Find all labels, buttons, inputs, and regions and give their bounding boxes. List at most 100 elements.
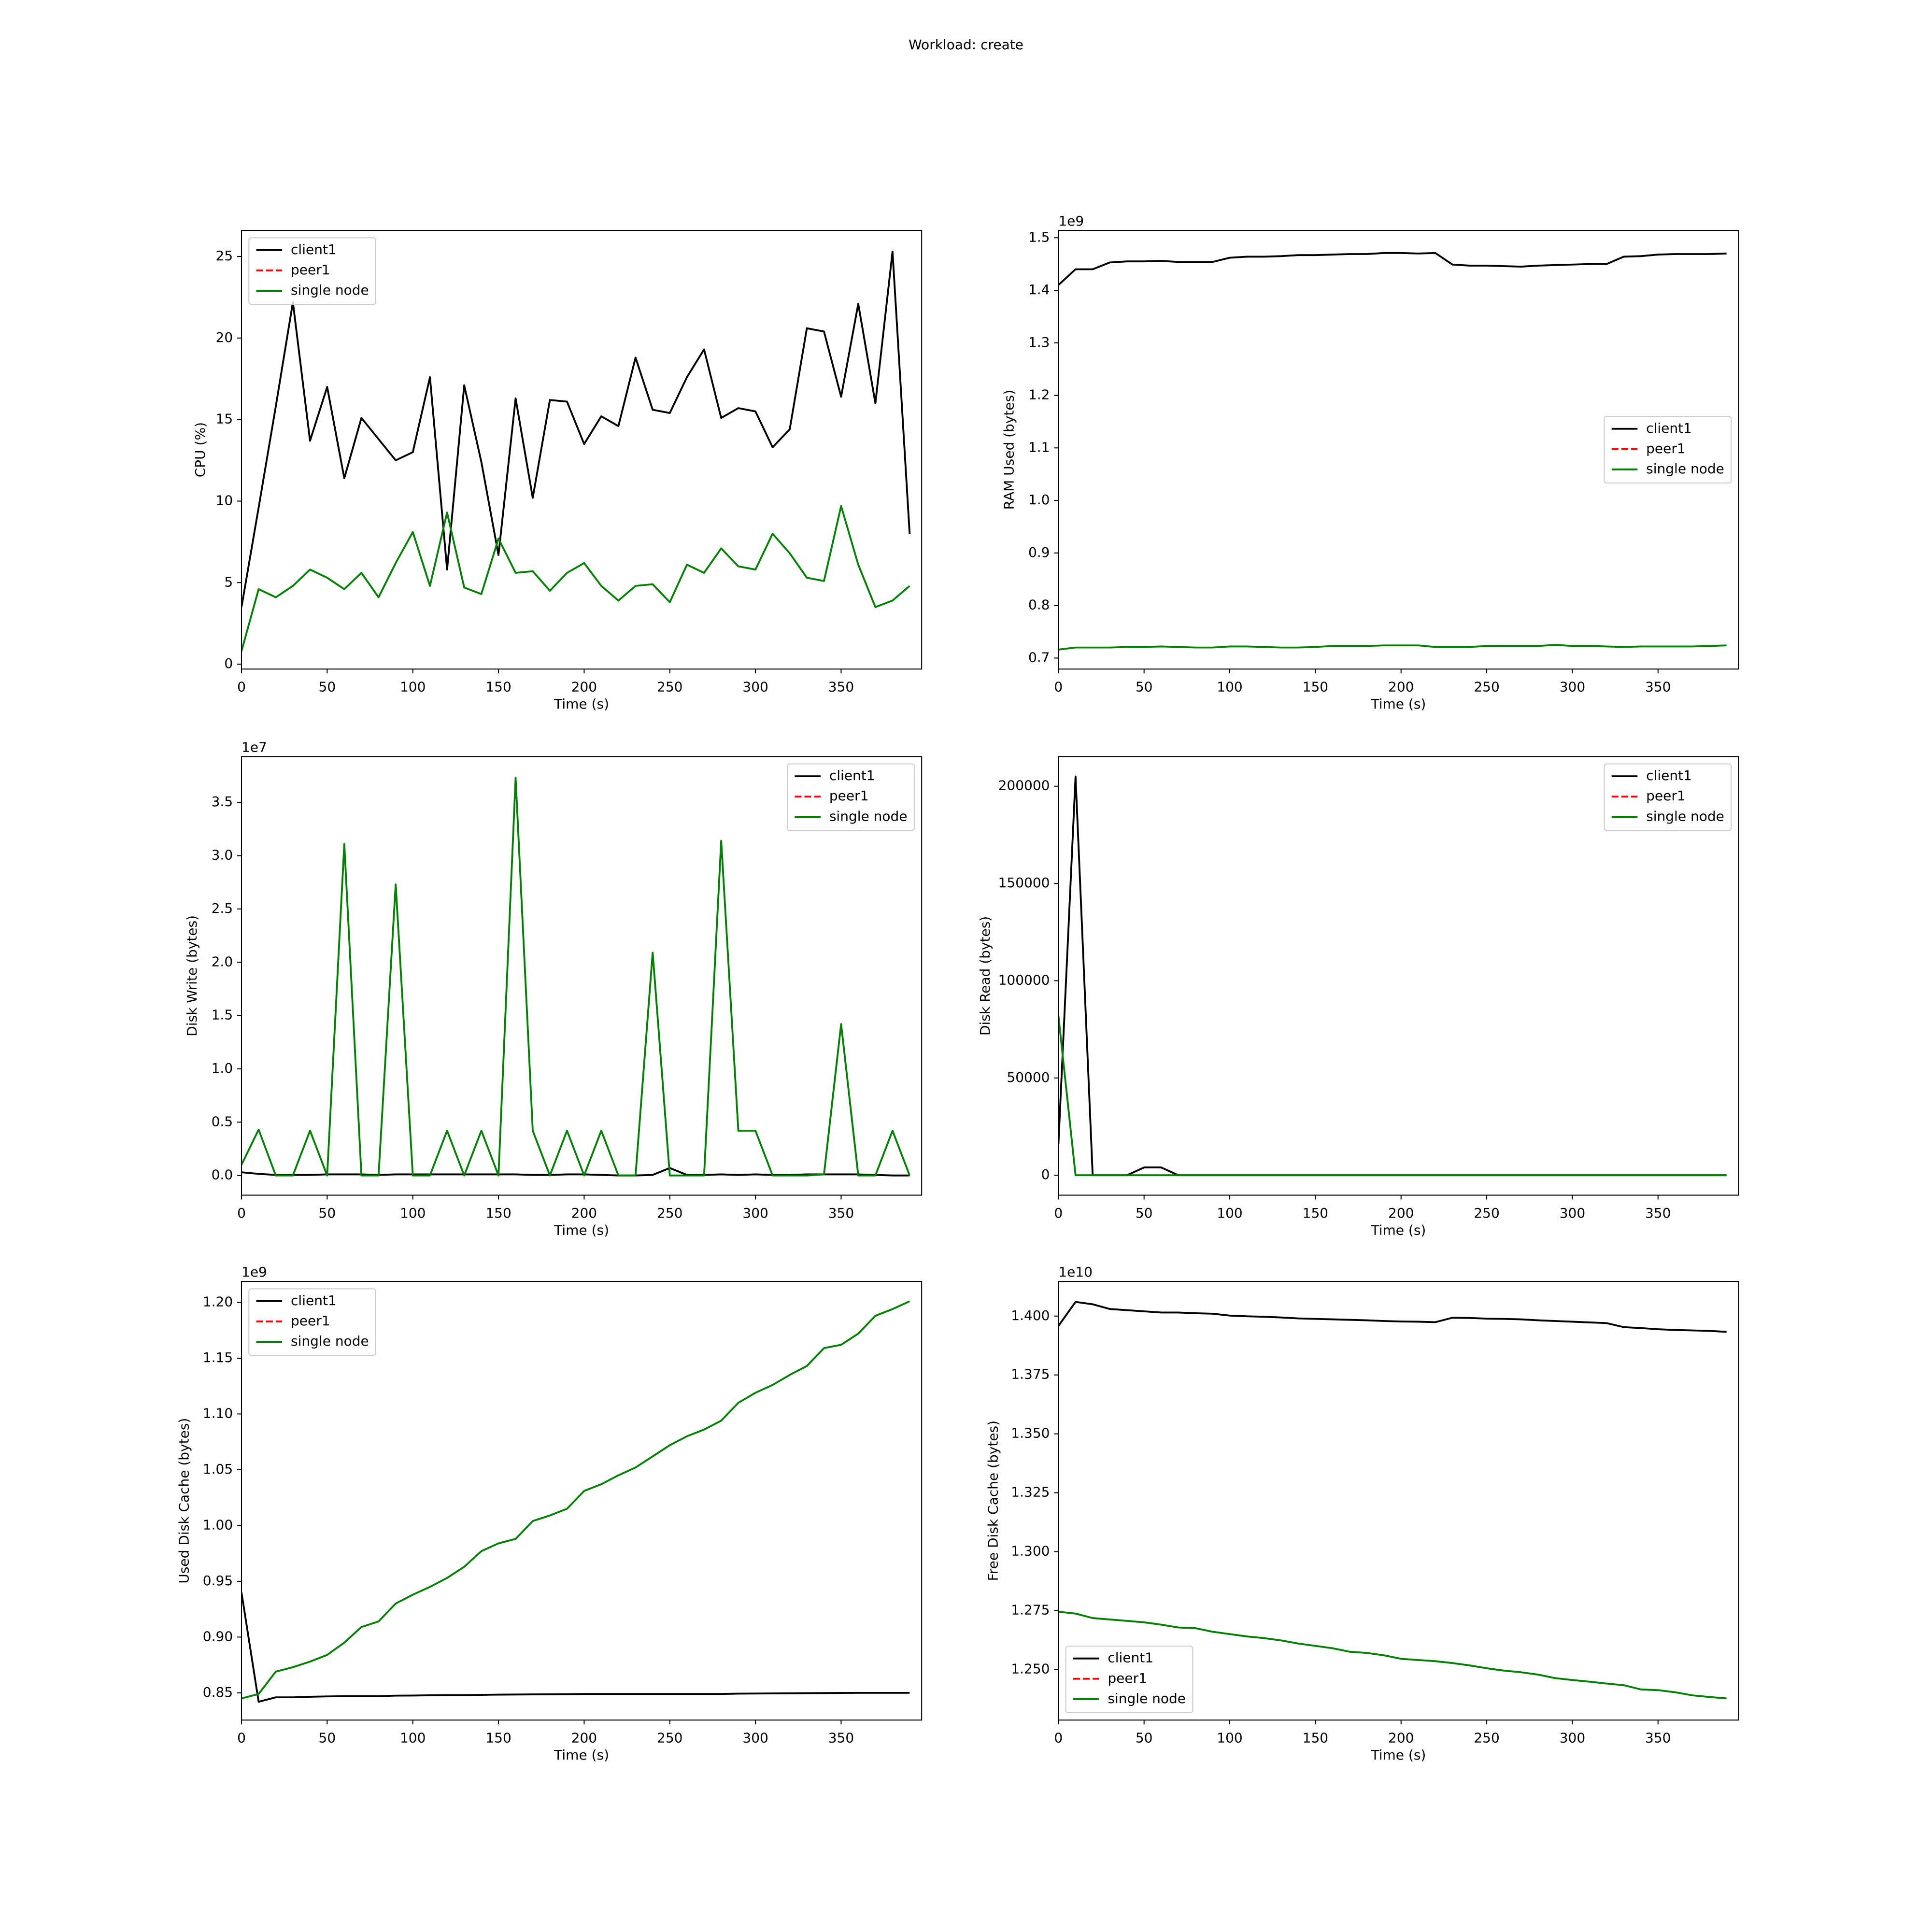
- legend-label: peer1: [1646, 440, 1686, 456]
- y-axis-label: Disk Write (bytes): [184, 915, 200, 1037]
- y-tick-label: 1.4: [1028, 282, 1050, 298]
- x-tick-label: 150: [485, 1205, 511, 1221]
- y-tick-label: 0: [224, 655, 233, 671]
- x-axis-label: Time (s): [1370, 1222, 1426, 1238]
- y-tick-label: 0: [1041, 1166, 1050, 1182]
- y-tick-label: 1.5: [1028, 229, 1050, 245]
- x-tick-label: 250: [657, 1205, 682, 1221]
- y-tick-label: 3.5: [212, 794, 233, 810]
- x-tick-label: 350: [828, 1205, 854, 1221]
- y-tick-label: 200000: [998, 778, 1050, 794]
- x-tick-label: 100: [400, 1205, 426, 1221]
- x-tick-label: 0: [1054, 1730, 1063, 1746]
- legend-box: [1604, 763, 1732, 831]
- y-axis-label: Disk Read (bytes): [977, 916, 993, 1036]
- y-tick-label: 0.9: [1028, 544, 1050, 560]
- x-tick-label: 150: [1303, 1730, 1328, 1746]
- axes-frame: [1058, 756, 1739, 1196]
- y-axis-label: Used Disk Cache (bytes): [176, 1418, 192, 1584]
- y-tick-label: 0.5: [212, 1113, 233, 1129]
- y-tick-label: 0.8: [1028, 597, 1050, 613]
- x-tick-label: 100: [400, 1730, 426, 1746]
- x-tick-label: 350: [1645, 1730, 1671, 1746]
- series-line: [1058, 644, 1727, 651]
- series-line: [1058, 1301, 1727, 1333]
- y-axis-label: Free Disk Cache (bytes): [985, 1421, 1001, 1581]
- legend-label: peer1: [1646, 788, 1686, 804]
- y-tick-label: 1.250: [1011, 1661, 1050, 1676]
- legend-label: client1: [1646, 767, 1692, 783]
- y-tick-label: 50000: [1007, 1069, 1050, 1085]
- y-tick-label: 150000: [998, 875, 1050, 891]
- x-tick-label: 250: [657, 1730, 682, 1746]
- y-tick-label: 2.5: [212, 900, 233, 916]
- x-tick-label: 0: [1054, 1205, 1063, 1221]
- y-tick-label: 1.3: [1028, 334, 1050, 350]
- legend-label: client1: [291, 1293, 337, 1308]
- legend-label: single node: [291, 282, 369, 298]
- y-tick-label: 0.7: [1028, 649, 1050, 665]
- y-tick-label: 1.325: [1011, 1484, 1050, 1500]
- y-tick-label: 10: [216, 492, 233, 508]
- x-tick-label: 100: [400, 679, 426, 695]
- y-tick-label: 1.05: [203, 1461, 233, 1477]
- x-tick-label: 200: [571, 1205, 597, 1221]
- x-tick-label: 300: [742, 1730, 768, 1746]
- legend-label: single node: [829, 808, 908, 824]
- y-tick-label: 3.0: [212, 847, 233, 863]
- series-line: [1058, 1610, 1727, 1700]
- y-offset-label: 1e7: [242, 739, 267, 755]
- x-axis-label: Time (s): [554, 1747, 609, 1763]
- x-tick-label: 100: [1217, 1205, 1242, 1221]
- x-tick-label: 100: [1217, 1730, 1242, 1746]
- legend-label: peer1: [291, 262, 330, 278]
- y-tick-label: 5: [224, 574, 233, 590]
- y-tick-label: 1.15: [203, 1350, 233, 1365]
- y-offset-label: 1e9: [242, 1264, 267, 1280]
- y-tick-label: 0.0: [212, 1167, 233, 1183]
- y-tick-label: 1.0: [212, 1060, 233, 1076]
- legend-label: peer1: [1108, 1670, 1147, 1686]
- legend-label: single node: [1646, 808, 1724, 824]
- x-tick-label: 350: [1645, 1205, 1671, 1221]
- y-tick-label: 100000: [998, 972, 1050, 988]
- x-tick-label: 0: [237, 1730, 246, 1746]
- legend-label: peer1: [291, 1313, 330, 1329]
- y-tick-label: 15: [216, 411, 233, 427]
- y-tick-label: 1.10: [203, 1405, 233, 1421]
- x-axis-label: Time (s): [554, 1222, 609, 1238]
- y-tick-label: 1.00: [203, 1517, 233, 1533]
- y-tick-label: 25: [216, 248, 233, 264]
- series-line: [242, 1592, 910, 1703]
- x-tick-label: 0: [1054, 679, 1063, 695]
- axes-frame: [1058, 1281, 1739, 1721]
- y-tick-label: 0.90: [203, 1628, 233, 1644]
- legend-label: client1: [829, 767, 875, 783]
- axes-frame: [241, 756, 923, 1196]
- x-axis-label: Time (s): [554, 696, 609, 712]
- y-axis-label: CPU (%): [192, 422, 208, 477]
- y-offset-label: 1e10: [1058, 1264, 1093, 1280]
- y-tick-label: 1.20: [203, 1293, 233, 1309]
- legend-label: single node: [291, 1333, 369, 1349]
- legend-label: client1: [1108, 1650, 1153, 1666]
- x-tick-label: 200: [571, 1730, 597, 1746]
- x-tick-label: 50: [1136, 1205, 1153, 1221]
- x-tick-label: 250: [1474, 679, 1499, 695]
- legend-label: client1: [291, 242, 337, 257]
- y-tick-label: 0.95: [203, 1573, 233, 1589]
- x-axis-label: Time (s): [1370, 696, 1426, 712]
- legend-box: [1065, 1646, 1193, 1713]
- figure-title: Workload: create: [909, 37, 1023, 53]
- x-tick-label: 300: [1560, 1205, 1585, 1221]
- y-tick-label: 1.375: [1011, 1366, 1050, 1382]
- x-tick-label: 50: [1136, 1730, 1153, 1746]
- y-tick-label: 1.1: [1028, 439, 1050, 455]
- y-tick-label: 0.85: [203, 1684, 233, 1700]
- x-axis-label: Time (s): [1370, 1747, 1426, 1763]
- x-tick-label: 300: [742, 1205, 768, 1221]
- x-tick-label: 100: [1217, 679, 1242, 695]
- x-tick-label: 300: [1560, 679, 1585, 695]
